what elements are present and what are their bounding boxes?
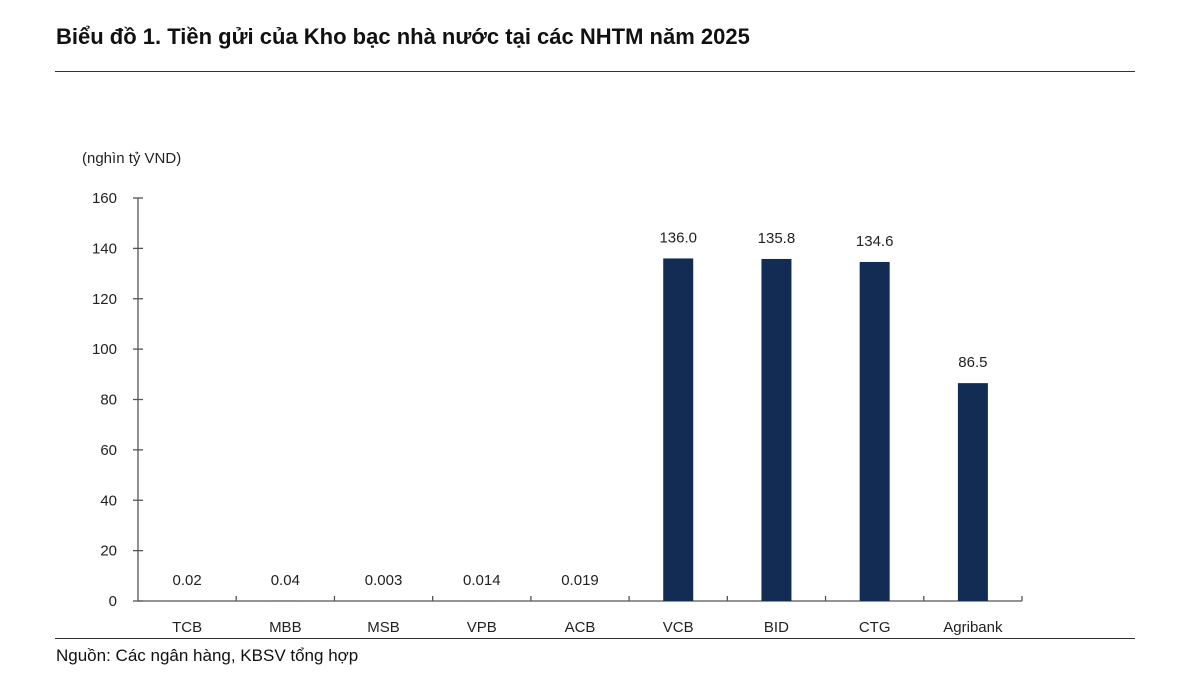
source-divider: [55, 638, 1135, 639]
x-tick-label: VCB: [663, 619, 694, 636]
chart-title: Biểu đồ 1. Tiền gửi của Kho bạc nhà nước…: [56, 24, 750, 49]
x-tick-label: CTG: [859, 619, 891, 636]
y-tick-label: 140: [92, 240, 117, 257]
x-tick-label: VPB: [467, 619, 497, 636]
source-note: Nguồn: Các ngân hàng, KBSV tổng hợp: [56, 646, 359, 665]
data-label: 134.6: [856, 233, 894, 250]
data-label: 135.8: [758, 230, 796, 247]
y-tick-label: 100: [92, 341, 117, 358]
x-tick-label: TCB: [172, 619, 202, 636]
bar-ctg: [859, 261, 890, 601]
data-label: 0.019: [561, 572, 599, 589]
x-tick-label: Agribank: [943, 619, 1003, 636]
y-tick-label: 20: [100, 543, 117, 560]
x-tick-label: MSB: [367, 619, 400, 636]
bar-agribank: [957, 383, 988, 601]
y-tick-label: 0: [109, 593, 117, 610]
x-tick-label: ACB: [565, 619, 596, 636]
y-tick-label: 80: [100, 392, 117, 409]
y-tick-label: 120: [92, 291, 117, 308]
data-label: 0.04: [271, 572, 300, 589]
data-label: 0.014: [463, 572, 501, 589]
y-tick-label: 40: [100, 492, 117, 509]
y-tick-label: 160: [92, 190, 117, 207]
bar-vcb: [663, 258, 694, 601]
x-tick-label: MBB: [269, 619, 302, 636]
data-label: 136.0: [659, 229, 697, 246]
data-label: 86.5: [958, 354, 987, 371]
title-divider: [55, 71, 1135, 72]
bar-bid: [761, 258, 792, 601]
y-axis-label: (nghìn tỷ VND): [82, 150, 181, 167]
y-tick-label: 60: [100, 442, 117, 459]
data-label: 0.003: [365, 572, 403, 589]
data-label: 0.02: [173, 572, 202, 589]
x-tick-label: BID: [764, 619, 789, 636]
